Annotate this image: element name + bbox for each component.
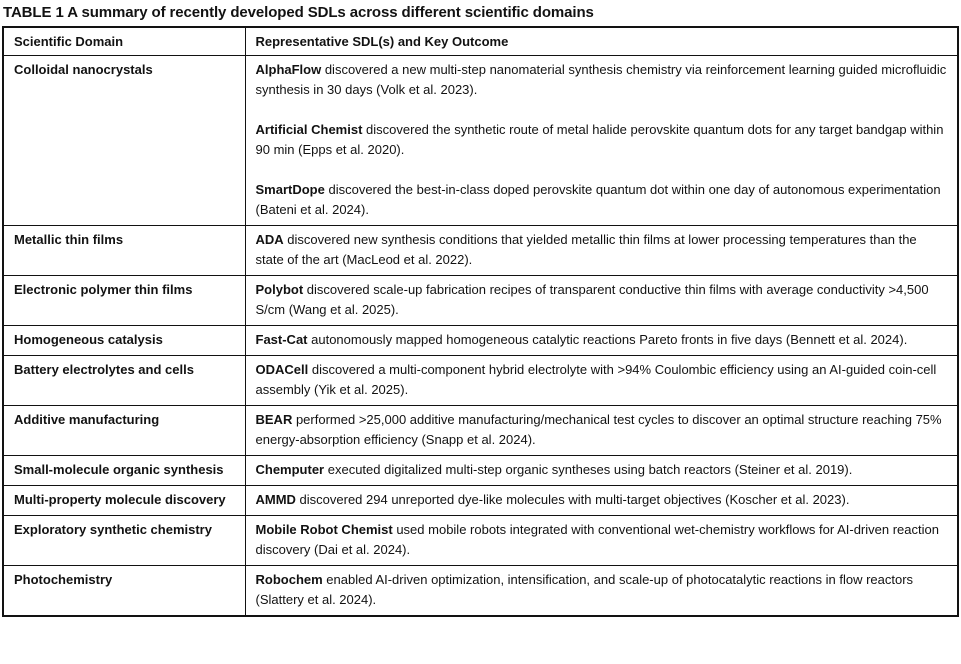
sdl-outcome: discovered the best-in-class doped perov… <box>255 182 941 217</box>
outcome-cell: BEAR performed >25,000 additive manufact… <box>244 405 959 456</box>
domain-cell: Electronic polymer thin films <box>2 275 246 326</box>
sdl-entry: ODACell discovered a multi-component hyb… <box>256 360 948 400</box>
sdl-entry: AlphaFlow discovered a new multi-step na… <box>256 60 948 100</box>
column-header-scientific-domain: Scientific Domain <box>2 26 246 56</box>
sdl-outcome: discovered scale-up fabrication recipes … <box>255 282 929 317</box>
sdl-entry: Robochem enabled AI-driven optimization,… <box>256 570 948 610</box>
domain-cell: Metallic thin films <box>2 225 246 276</box>
sdl-entry: AMMD discovered 294 unreported dye-like … <box>256 490 948 510</box>
table-row: Metallic thin films ADA discovered new sy… <box>2 225 959 276</box>
column-header-representative-sdl: Representative SDL(s) and Key Outcome <box>244 26 959 56</box>
sdl-outcome: discovered 294 unreported dye-like molec… <box>295 492 850 507</box>
sdl-entry: Mobile Robot Chemist used mobile robots … <box>256 520 948 560</box>
sdl-outcome: used mobile robots integrated with conve… <box>255 522 939 557</box>
table-row: Homogeneous catalysis Fast-Cat autonomous… <box>2 325 959 356</box>
sdl-outcome: discovered a multi-component hybrid elec… <box>255 362 937 397</box>
outcome-cell: ADA discovered new synthesis conditions … <box>244 225 959 276</box>
domain-cell: Exploratory synthetic chemistry <box>2 515 246 566</box>
outcome-cell: AlphaFlow discovered a new multi-step na… <box>244 55 959 226</box>
outcome-cell: Chemputer executed digitalized multi-ste… <box>244 455 959 486</box>
domain-cell: Homogeneous catalysis <box>2 325 246 356</box>
sdl-entry: Chemputer executed digitalized multi-ste… <box>256 460 948 480</box>
table-row: Colloidal nanocrystals AlphaFlow discover… <box>2 55 959 226</box>
sdl-outcome: autonomously mapped homogeneous catalyti… <box>307 332 908 347</box>
domain-cell: Additive manufacturing <box>2 405 246 456</box>
sdl-entry: Polybot discovered scale-up fabrication … <box>256 280 948 320</box>
outcome-cell: Polybot discovered scale-up fabrication … <box>244 275 959 326</box>
outcome-cell: AMMD discovered 294 unreported dye-like … <box>244 485 959 516</box>
sdl-outcome: enabled AI-driven optimization, intensif… <box>255 572 914 607</box>
sdl-name: ADA <box>255 232 284 247</box>
page: TABLE 1 A summary of recently developed … <box>2 4 959 617</box>
table-row: Electronic polymer thin films Polybot dis… <box>2 275 959 326</box>
table-row: Exploratory synthetic chemistry Mobile Ro… <box>2 515 959 566</box>
sdl-name: Mobile Robot Chemist <box>255 522 393 537</box>
table-row: Photochemistry Robochem enabled AI-driven… <box>2 565 959 617</box>
domain-cell: Multi-property molecule discovery <box>2 485 246 516</box>
outcome-cell: Mobile Robot Chemist used mobile robots … <box>244 515 959 566</box>
sdl-name: Artificial Chemist <box>255 122 363 137</box>
sdl-name: Polybot <box>255 282 304 297</box>
sdl-name: Chemputer <box>255 462 325 477</box>
table-row: Additive manufacturing BEAR performed >25… <box>2 405 959 456</box>
domain-cell: Photochemistry <box>2 565 246 617</box>
sdl-entry: Artificial Chemist discovered the synthe… <box>256 120 948 160</box>
table-row: Battery electrolytes and cells ODACell di… <box>2 355 959 406</box>
sdl-name: Fast-Cat <box>255 332 308 347</box>
sdl-outcome: discovered the synthetic route of metal … <box>255 122 944 157</box>
domain-cell: Battery electrolytes and cells <box>2 355 246 406</box>
summary-table: Scientific Domain Representative SDL(s) … <box>2 26 959 617</box>
outcome-cell: ODACell discovered a multi-component hyb… <box>244 355 959 406</box>
sdl-entry: SmartDope discovered the best-in-class d… <box>256 180 948 220</box>
sdl-name: Robochem <box>255 572 323 587</box>
table-row: Small-molecule organic synthesis Chempute… <box>2 455 959 486</box>
table-body: Colloidal nanocrystals AlphaFlow discover… <box>2 55 959 617</box>
sdl-entry: BEAR performed >25,000 additive manufact… <box>256 410 948 450</box>
sdl-entry: ADA discovered new synthesis conditions … <box>256 230 948 270</box>
sdl-outcome: discovered new synthesis conditions that… <box>255 232 917 267</box>
table-header: Scientific Domain Representative SDL(s) … <box>2 26 959 56</box>
domain-cell: Small-molecule organic synthesis <box>2 455 246 486</box>
header-row: Scientific Domain Representative SDL(s) … <box>2 26 959 56</box>
domain-cell: Colloidal nanocrystals <box>2 55 246 226</box>
sdl-entry: Fast-Cat autonomously mapped homogeneous… <box>256 330 948 350</box>
sdl-name: SmartDope <box>255 182 325 197</box>
outcome-cell: Robochem enabled AI-driven optimization,… <box>244 565 959 617</box>
sdl-name: AlphaFlow <box>255 62 322 77</box>
sdl-name: ODACell <box>255 362 309 377</box>
outcome-cell: Fast-Cat autonomously mapped homogeneous… <box>244 325 959 356</box>
table-row: Multi-property molecule discovery AMMD di… <box>2 485 959 516</box>
table-title: TABLE 1 A summary of recently developed … <box>3 4 594 21</box>
sdl-outcome: performed >25,000 additive manufacturing… <box>255 412 942 447</box>
sdl-name: BEAR <box>255 412 293 427</box>
sdl-outcome: executed digitalized multi-step organic … <box>324 462 853 477</box>
sdl-outcome: discovered a new multi-step nanomaterial… <box>255 62 947 97</box>
sdl-name: AMMD <box>255 492 296 507</box>
